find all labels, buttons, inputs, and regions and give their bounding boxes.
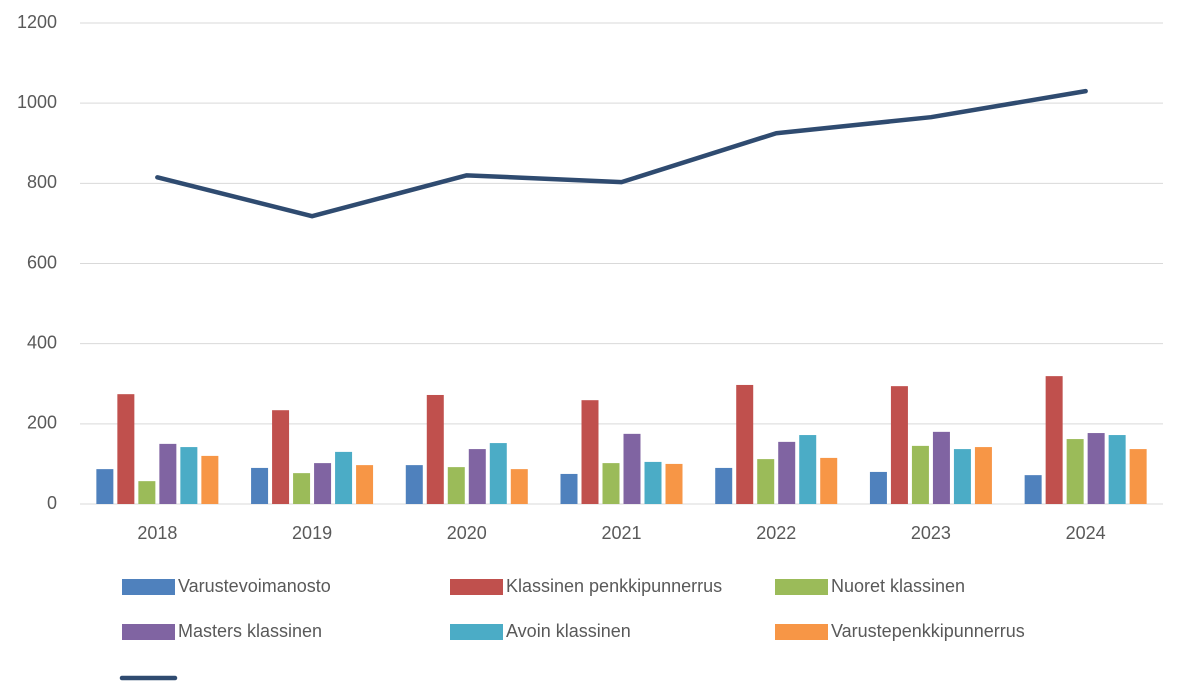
bar	[447, 467, 465, 504]
bar	[272, 410, 290, 504]
bar	[117, 394, 135, 504]
bar	[1108, 435, 1126, 504]
legend-swatch	[122, 624, 175, 640]
legend-label: Varustevoimanosto	[178, 576, 331, 596]
legend-label: Nuoret klassinen	[831, 576, 965, 596]
bar	[665, 463, 683, 504]
legend-label: Masters klassinen	[178, 621, 322, 641]
legend-label: Varustepenkkipunnerrus	[831, 621, 1025, 641]
bar	[180, 447, 198, 504]
x-tick-label: 2021	[601, 523, 641, 543]
bar	[736, 384, 754, 504]
bar	[869, 471, 887, 504]
bar	[138, 481, 156, 504]
bar	[757, 459, 775, 504]
bar	[644, 461, 662, 504]
bar	[201, 455, 219, 504]
legend-swatch	[775, 579, 828, 595]
legend-label: Avoin klassinen	[506, 621, 631, 641]
bar	[974, 447, 992, 504]
bar	[251, 467, 269, 504]
x-tick-label: 2019	[292, 523, 332, 543]
x-tick-label: 2023	[911, 523, 951, 543]
bar	[96, 469, 114, 504]
bar	[426, 394, 444, 504]
bar	[953, 449, 971, 504]
x-tick-label: 2018	[137, 523, 177, 543]
bar	[489, 443, 507, 504]
bar	[778, 441, 796, 504]
y-tick-label: 200	[27, 413, 57, 433]
x-tick-label: 2024	[1066, 523, 1106, 543]
bar	[510, 469, 528, 504]
y-tick-label: 1200	[17, 12, 57, 32]
y-tick-label: 400	[27, 332, 57, 352]
bar	[890, 386, 908, 504]
legend-swatch	[122, 579, 175, 595]
line-series	[155, 88, 1088, 219]
bar	[405, 465, 423, 504]
y-tick-label: 600	[27, 252, 57, 272]
bar	[335, 451, 353, 504]
legend-swatch	[450, 624, 503, 640]
bar	[468, 449, 486, 504]
bar	[560, 473, 578, 504]
y-tick-label: 0	[47, 493, 57, 513]
legend-swatch	[450, 579, 503, 595]
bar	[1024, 475, 1042, 504]
bar	[715, 467, 733, 504]
bar	[602, 463, 620, 504]
legend-label: Klassinen penkkipunnerrus	[506, 576, 722, 596]
bar	[911, 445, 929, 504]
x-tick-label: 2020	[447, 523, 487, 543]
bar	[293, 473, 311, 504]
x-tick-label: 2022	[756, 523, 796, 543]
bar	[1129, 449, 1147, 504]
bar	[1087, 433, 1105, 504]
legend-swatch	[775, 624, 828, 640]
bar	[932, 431, 950, 504]
bar	[1066, 439, 1084, 504]
bar	[356, 465, 374, 504]
bar	[159, 443, 177, 504]
bar	[623, 433, 641, 504]
y-tick-label: 800	[27, 172, 57, 192]
bar	[1045, 376, 1063, 504]
y-tick-label: 1000	[17, 92, 57, 112]
bar	[820, 457, 838, 504]
bar	[799, 435, 817, 504]
bar	[314, 463, 332, 504]
bar	[581, 400, 599, 504]
